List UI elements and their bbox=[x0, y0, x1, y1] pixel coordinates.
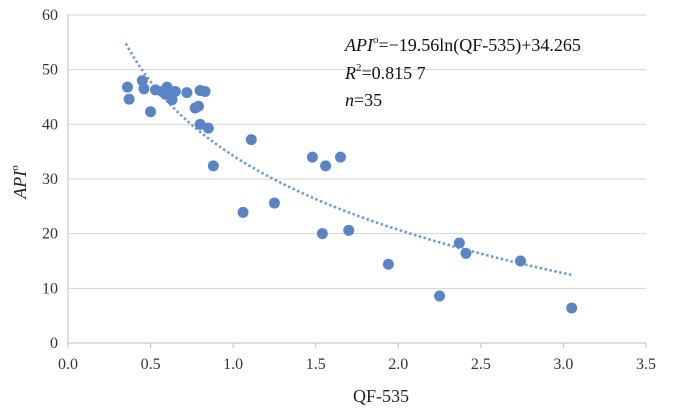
y-tick-label: 0 bbox=[50, 335, 58, 352]
x-tick-label: 0.5 bbox=[141, 356, 161, 373]
data-point bbox=[202, 122, 214, 134]
x-tick-label: 3.0 bbox=[553, 356, 573, 373]
x-tick-label: 1.5 bbox=[306, 356, 326, 373]
grid-layer bbox=[68, 14, 646, 289]
data-point bbox=[566, 302, 578, 314]
x-tick-label: 2.0 bbox=[388, 356, 408, 373]
data-point bbox=[334, 151, 346, 163]
data-point bbox=[169, 86, 181, 98]
data-point bbox=[181, 87, 193, 99]
y-tick-label: 40 bbox=[42, 116, 58, 133]
trendline bbox=[124, 42, 572, 277]
data-point bbox=[192, 100, 204, 112]
data-point bbox=[138, 83, 150, 95]
data-point bbox=[453, 237, 465, 249]
y-axis-title-sup: o bbox=[9, 165, 21, 171]
data-point bbox=[194, 118, 206, 130]
data-point bbox=[245, 134, 257, 146]
annotation-n: n=35 bbox=[345, 90, 382, 110]
x-tick-label: 1.0 bbox=[223, 356, 243, 373]
data-point bbox=[199, 86, 211, 98]
data-point bbox=[161, 81, 173, 93]
x-axis-title: QF-535 bbox=[353, 386, 409, 406]
y-tick-label: 60 bbox=[42, 7, 58, 24]
data-point bbox=[268, 197, 280, 209]
data-point bbox=[343, 224, 355, 236]
data-point bbox=[237, 206, 249, 218]
y-tick-label: 10 bbox=[42, 280, 58, 297]
y-axis-title: APIo bbox=[9, 165, 30, 200]
annotation-equation: APIo=−19.56ln(QF-535)+34.265 bbox=[344, 34, 581, 56]
y-tick-label: 20 bbox=[42, 226, 58, 243]
y-tick-label: 50 bbox=[42, 62, 58, 79]
data-point bbox=[460, 247, 472, 259]
data-point bbox=[207, 160, 219, 172]
tick-labels: 0 10 20 30 40 50 60 0.0 0.5 1.0 1.5 2.0 2.5 3.0 3.5 bbox=[42, 7, 656, 373]
data-point bbox=[306, 151, 318, 163]
data-point bbox=[136, 75, 148, 87]
data-point bbox=[434, 290, 446, 302]
data-point bbox=[316, 228, 328, 240]
axis-layer bbox=[67, 15, 647, 348]
data-point bbox=[382, 258, 394, 270]
x-tick-label: 3.5 bbox=[636, 356, 656, 373]
data-point bbox=[121, 81, 133, 93]
data-point bbox=[123, 93, 135, 105]
y-tick-label: 30 bbox=[42, 171, 58, 188]
equation-annotation: APIo=−19.56ln(QF-535)+34.265 R2=0.815 7 … bbox=[344, 34, 581, 110]
x-tick-label: 0.0 bbox=[58, 356, 78, 373]
data-point bbox=[145, 106, 157, 118]
x-tick-label: 2.5 bbox=[471, 356, 491, 373]
data-point bbox=[320, 160, 332, 172]
data-point bbox=[514, 255, 526, 267]
y-axis-title-main: API bbox=[10, 170, 30, 200]
data-points bbox=[121, 75, 578, 314]
annotation-r-squared: R2=0.815 7 bbox=[344, 62, 426, 83]
